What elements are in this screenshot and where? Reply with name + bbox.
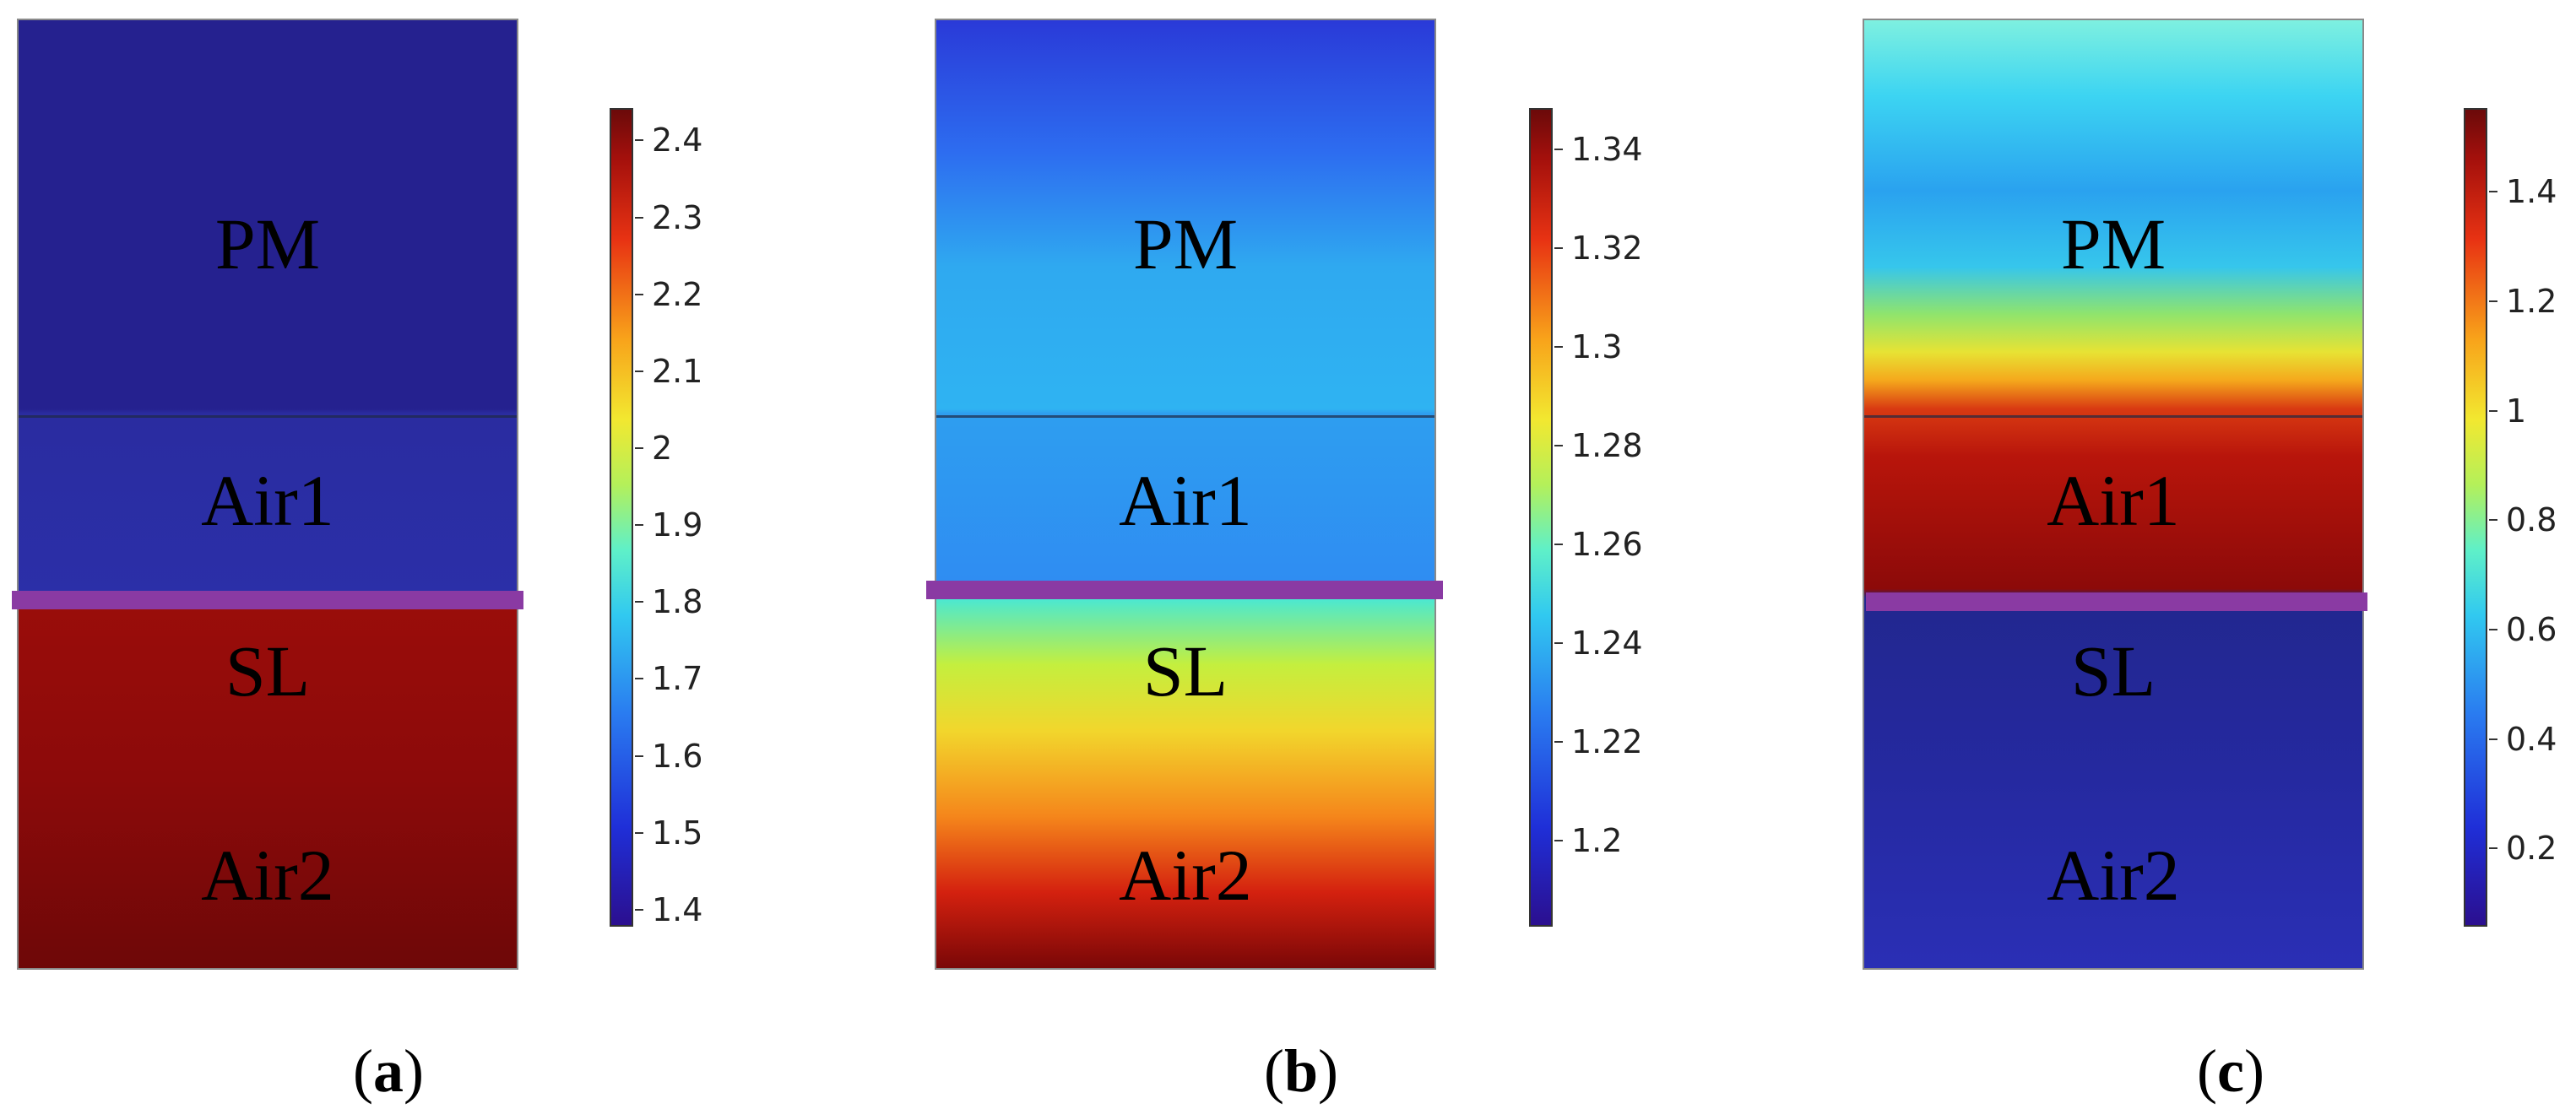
panel-a: PM Air1 SL Air2 1.4 1.5 1.6 1.7 1.8 1.9 2 2.1 2.…: [0, 0, 859, 1109]
colorbar-tick: [1554, 544, 1563, 546]
colorbar-tick: [635, 139, 643, 142]
colorbar-tick: [635, 755, 643, 757]
colorbar-tick: [1554, 642, 1563, 645]
colorbar-tick-label: 1.28: [1571, 427, 1643, 465]
region-label-pm: PM: [2060, 203, 2167, 284]
colorbar-b: 1.2 1.22 1.24 1.26 1.28 1.3 1.32 1.34: [1529, 108, 1643, 927]
pm-air1-boundary: [1864, 415, 2362, 418]
colorbar-tick: [635, 370, 643, 372]
colorbar-tick: [635, 831, 643, 834]
panel-b: PM Air1 SL Air2 1.2 1.22 1.24 1.26 1.28 1.3 1.…: [918, 0, 1776, 1109]
colorbar-tick: [1554, 840, 1563, 842]
colorbar-tick-label: 2.2: [652, 275, 703, 313]
colorbar-tick-label: 2.1: [652, 352, 703, 390]
colorbar-tick: [2489, 300, 2497, 302]
colorbar-tick: [635, 446, 643, 449]
colorbar-tick: [1554, 445, 1563, 447]
pm-air1-boundary: [936, 415, 1434, 418]
colorbar-tick: [635, 601, 643, 603]
colorbar-tick-label: 1.8: [652, 583, 703, 621]
colorbar-tick-label: 1.34: [1571, 130, 1643, 168]
caption-a: (a): [353, 1037, 424, 1105]
colorbar-tick-label: 1.3: [1571, 328, 1623, 366]
colorbar-tick-label: 1.9: [652, 506, 703, 544]
colorbar-tick: [635, 524, 643, 527]
region-label-air1: Air1: [2047, 460, 2180, 541]
colorbar-tick: [1554, 148, 1563, 150]
colorbar-tick-label: 1.5: [652, 814, 703, 852]
caption-b: (b): [1264, 1037, 1339, 1105]
colorbar-tick-label: 1.2: [2506, 282, 2557, 320]
colorbar-tick-label: 1.7: [652, 660, 703, 698]
colorbar-tick-label: 1.26: [1571, 526, 1643, 564]
region-label-pm: PM: [1132, 203, 1239, 284]
field-plot-c: PM Air1 SL Air2: [1863, 19, 2364, 970]
colorbar-a: 1.4 1.5 1.6 1.7 1.8 1.9 2 2.1 2.2 2.3 2.4: [610, 108, 702, 928]
region-label-air2: Air2: [2047, 835, 2180, 916]
colorbar-tick-label: 1.6: [652, 737, 703, 775]
region-label-sl: SL: [1142, 630, 1228, 711]
region-label-air2: Air2: [1119, 835, 1252, 916]
colorbar-tick: [1554, 741, 1563, 744]
colorbar-tick-label: 1.32: [1571, 229, 1643, 267]
colorbar-c: 0.2 0.4 0.6 0.8 1 1.2 1.4: [2464, 108, 2557, 927]
sl-interface-strip: [926, 581, 1443, 599]
colorbar-tick: [2489, 738, 2497, 740]
colorbar-tick: [2489, 191, 2497, 193]
colorbar-tick: [635, 678, 643, 680]
panel-c: PM Air1 SL Air2 0.2 0.4 0.6 0.8 1 1.2 1.4 (c): [1717, 0, 2576, 1109]
colorbar-tick-label: 1: [2506, 392, 2527, 430]
colorbar-tick: [635, 293, 643, 295]
colorbar-tick-label: 1.2: [1571, 822, 1623, 860]
colorbar-tick-label: 2: [652, 429, 673, 467]
colorbar-tick-label: 0.6: [2506, 610, 2557, 648]
colorbar-tick: [2489, 628, 2497, 630]
colorbar-tick-label: 1.4: [2506, 173, 2557, 211]
colorbar-tick: [2489, 519, 2497, 522]
colorbar-tick: [635, 216, 643, 219]
colorbar-tick-label: 2.4: [652, 122, 703, 160]
colorbar-tick-label: 1.22: [1571, 723, 1643, 761]
region-label-air2: Air2: [201, 835, 334, 916]
colorbar-tick: [2489, 847, 2497, 850]
colorbar-tick-label: 1.24: [1571, 625, 1643, 663]
colorbar-tick: [2489, 409, 2497, 412]
colorbar-tick-label: 1.4: [652, 890, 703, 928]
region-label-sl: SL: [225, 630, 311, 711]
colorbar-tick: [1554, 246, 1563, 249]
colorbar-tick: [1554, 346, 1563, 349]
pm-air1-boundary: [19, 415, 517, 418]
sl-interface-strip: [12, 591, 523, 609]
region-label-pm: PM: [214, 203, 321, 284]
colorbar-tick-label: 2.3: [652, 198, 703, 236]
region-label-air1: Air1: [1119, 460, 1252, 541]
caption-c: (c): [2197, 1037, 2264, 1105]
colorbar-tick-label: 0.4: [2506, 720, 2557, 758]
colorbar-tick: [635, 908, 643, 911]
colorbar-tick-label: 0.8: [2506, 501, 2557, 539]
region-label-sl: SL: [2070, 630, 2156, 711]
region-label-air1: Air1: [201, 460, 334, 541]
sl-interface-strip: [1866, 592, 2367, 611]
colorbar-tick-label: 0.2: [2506, 830, 2557, 868]
field-plot-b: PM Air1 SL Air2: [935, 19, 1436, 970]
field-plot-a: PM Air1 SL Air2: [17, 19, 518, 970]
